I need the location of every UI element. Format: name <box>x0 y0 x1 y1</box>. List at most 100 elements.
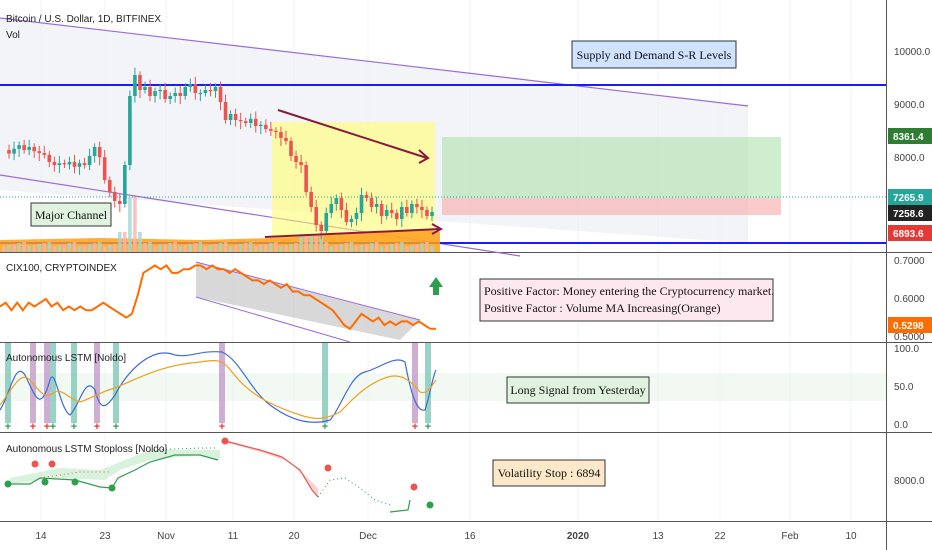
volume-bar <box>97 242 102 252</box>
candle-body <box>329 204 334 213</box>
price-axis[interactable]: 10000.0 9000.0 8000.0 <box>894 47 931 164</box>
time-tick: 23 <box>99 531 111 542</box>
candle-body <box>107 180 112 192</box>
volume-bars <box>2 197 434 252</box>
svg-text:0.5298: 0.5298 <box>893 321 924 332</box>
volume-bar <box>87 244 92 252</box>
candle-body <box>294 156 298 162</box>
volume-bar <box>133 197 137 252</box>
candle-body <box>97 147 102 158</box>
volume-bar <box>410 245 414 252</box>
positive-factors-annotation[interactable]: Positive Factor: Money entering the Cryp… <box>479 278 774 322</box>
candle-body <box>314 207 318 225</box>
volume-bar <box>92 243 97 252</box>
volume-bar <box>264 244 268 252</box>
volume-bar <box>243 243 248 252</box>
volume-bar <box>138 232 142 252</box>
volume-bar <box>178 246 183 252</box>
candle-body <box>233 114 238 120</box>
lstm-title: Autonomous LSTM [Noldo] <box>6 353 126 364</box>
candle-body <box>118 201 122 204</box>
candle-body <box>62 163 67 165</box>
stop-red-line[interactable] <box>224 440 319 498</box>
long-signal-text: Long Signal from Yesterday <box>510 383 645 397</box>
candle-body <box>430 212 434 216</box>
candle-body <box>425 210 429 216</box>
volume-bar <box>394 243 399 252</box>
volume-bar <box>359 245 364 252</box>
volume-bar <box>12 244 16 252</box>
candle-body <box>344 210 349 222</box>
cix-pane[interactable]: Positive Factor: Money entering the Cryp… <box>0 256 932 343</box>
volatility-stop-annotation[interactable]: Volatility Stop : 6894 <box>492 459 606 487</box>
stoploss-axis[interactable]: 8000.0 <box>894 476 925 487</box>
lstm-axis[interactable]: 100.0 50.0 0.0 <box>894 344 919 431</box>
candle-body <box>389 210 394 213</box>
price-pane[interactable]: Supply and Demand S-R Levels Major Chann… <box>0 14 932 257</box>
candle-body <box>304 165 308 192</box>
svg-text:7258.6: 7258.6 <box>893 209 924 220</box>
time-tick: Nov <box>157 531 175 542</box>
volume-bar <box>168 243 172 252</box>
candle-body <box>289 141 293 156</box>
stop-green-line-2[interactable] <box>389 499 411 513</box>
volume-bar <box>22 242 26 252</box>
trend-arrows[interactable] <box>264 109 444 238</box>
candle-body <box>7 150 11 154</box>
svg-text:0.5000: 0.5000 <box>894 332 925 343</box>
candle-body <box>133 75 137 96</box>
channel-upper-line[interactable] <box>0 17 749 107</box>
cix-channel-lower <box>195 296 351 343</box>
stop-dotted-1 <box>317 477 391 506</box>
candle-body <box>228 114 233 120</box>
stop-zone-box[interactable] <box>442 198 781 215</box>
candle-body <box>369 198 374 207</box>
candle-body <box>102 157 107 180</box>
cix-axis[interactable]: 0.7000 0.6000 0.5000 <box>894 256 925 343</box>
stop-fill-green <box>10 450 220 484</box>
lstm-pane[interactable]: + + + + + + + + + + + Long Signal from Yesterday A… <box>0 343 919 433</box>
candle-body <box>324 213 329 231</box>
candle-body <box>203 90 208 93</box>
major-channel-text: Major Channel <box>35 208 108 222</box>
candle-body <box>354 213 359 219</box>
time-axis[interactable]: 14 23 Nov 11 20 Dec 16 2020 13 22 Feb 10 <box>35 531 857 542</box>
supply-demand-annotation[interactable]: Supply and Demand S-R Levels <box>571 40 737 69</box>
candle-body <box>22 145 26 150</box>
volume-bar <box>143 243 147 252</box>
major-channel-annotation[interactable]: Major Channel <box>30 202 112 227</box>
price-badge-stop: 6893.6 <box>888 225 932 241</box>
lstm-blue-line[interactable] <box>0 351 437 423</box>
signal-marker: + <box>30 421 36 433</box>
signal-bar <box>44 343 50 423</box>
svg-text:7265.9: 7265.9 <box>893 193 924 204</box>
volume-bar <box>173 242 177 252</box>
stop-green-line[interactable] <box>8 454 219 489</box>
price-tick: 10000.0 <box>894 47 931 58</box>
target-zone-box[interactable] <box>442 137 781 198</box>
supply-demand-text: Supply and Demand S-R Levels <box>577 48 732 62</box>
volume-bar <box>163 244 167 252</box>
candle-body <box>52 162 57 165</box>
long-signal-annotation[interactable]: Long Signal from Yesterday <box>506 376 650 404</box>
candle-body <box>92 147 97 156</box>
volume-bar <box>259 245 263 252</box>
candle-body <box>394 213 399 219</box>
volume-bar <box>228 246 233 252</box>
volume-bar <box>384 245 389 252</box>
signal-marker: + <box>50 421 56 433</box>
stoploss-pane[interactable]: Volatility Stop : 6894 Autonomous LSTM S… <box>4 437 926 513</box>
time-tick: 11 <box>228 531 239 542</box>
lstm-orange-line[interactable] <box>0 359 437 419</box>
candle-body <box>173 93 177 96</box>
candle-body <box>163 90 167 99</box>
svg-text:100.0: 100.0 <box>894 344 919 355</box>
volume-bar <box>42 243 47 252</box>
candle-body <box>213 87 218 92</box>
signal-bar <box>50 343 56 423</box>
volume-bar <box>284 245 288 252</box>
cix-line[interactable] <box>0 264 436 331</box>
volume-bar <box>339 244 344 252</box>
volume-bar <box>253 246 258 252</box>
